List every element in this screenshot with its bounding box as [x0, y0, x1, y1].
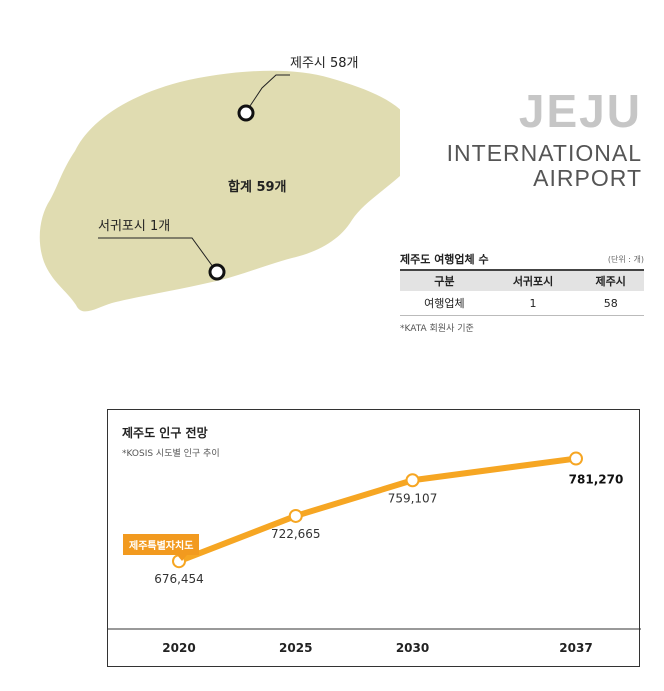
data-label-2030: 759,107 [388, 491, 438, 505]
seogwipo-leader [98, 237, 217, 272]
total-label: 합계 59개 [228, 180, 287, 195]
brand-international: INTERNATIONAL [446, 140, 642, 166]
table-header-cell: 제주시 [577, 269, 644, 291]
data-label-2025: 722,665 [271, 527, 321, 541]
data-point-2030 [405, 473, 420, 488]
agency-table: 제주도 여행업체 수 (단위 : 개) 구분 서귀포시 제주시 여행업체 1 5… [400, 251, 644, 334]
data-label-2020: 676,454 [154, 572, 204, 586]
data-point-2025 [288, 508, 303, 523]
region-badge: 제주특별자치도 [123, 534, 200, 561]
data-label-2037: 781,270 [569, 473, 624, 487]
x-tick-label-2025: 2025 [279, 641, 312, 655]
jeju-city-label: 제주시 58개 [290, 56, 359, 71]
agency-table-title: 제주도 여행업체 수 [400, 253, 489, 266]
data-point-2037 [569, 451, 583, 466]
jeju-city-marker [237, 104, 255, 122]
series-line [177, 455, 577, 564]
table-cell: 58 [577, 291, 644, 316]
seogwipo-marker [208, 263, 226, 281]
table-row: 여행업체 1 58 [400, 291, 644, 316]
table-header-cell: 구분 [400, 269, 489, 291]
agency-table-unit: (단위 : 개) [607, 255, 644, 264]
jeju-city-leader [245, 74, 290, 113]
x-tick-label-2020: 2020 [162, 641, 195, 655]
population-chart: 676,454 722,665 759,107 781,270 2020 2025 2030… [107, 409, 641, 667]
jeju-island-shape [39, 70, 400, 312]
table-cell: 1 [488, 291, 578, 316]
x-tick-label-2030: 2030 [396, 641, 429, 655]
agency-table-note: *KATA 회원사 기준 [400, 324, 474, 334]
table-header-cell: 서귀포시 [488, 269, 578, 291]
jeju-island-map [39, 70, 400, 312]
seogwipo-label: 서귀포시 1개 [98, 219, 171, 234]
table-header-row: 구분 서귀포시 제주시 [400, 269, 644, 291]
chart-title: 제주도 인구 전망 [122, 426, 208, 440]
population-chart-svg: 676,454 722,665 759,107 781,270 2020 2025 2030… [108, 451, 641, 655]
brand-jeju: JEJU [518, 85, 642, 137]
brand-airport: AIRPORT [533, 165, 642, 191]
chart-note: *KOSIS 시도별 인구 추이 [122, 449, 220, 459]
table-cell: 여행업체 [400, 291, 489, 316]
x-tick-label-2037: 2037 [559, 641, 592, 655]
